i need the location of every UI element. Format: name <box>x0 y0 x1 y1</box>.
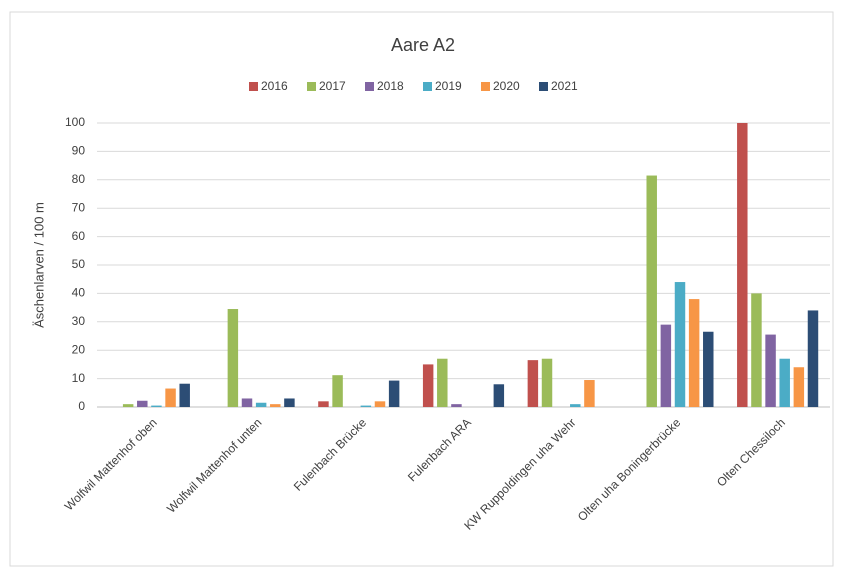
y-tick-label: 70 <box>72 200 86 214</box>
bar <box>751 293 762 407</box>
bar <box>493 384 505 407</box>
legend-label: 2020 <box>493 79 520 93</box>
bar <box>765 334 776 407</box>
bar <box>122 404 134 407</box>
bar <box>793 367 805 407</box>
chart-border <box>9 11 834 567</box>
bar <box>151 405 162 407</box>
legend-swatch <box>365 82 374 91</box>
y-tick-label: 40 <box>72 286 86 300</box>
bar <box>422 364 434 407</box>
bar <box>660 324 672 407</box>
legend-label: 2016 <box>261 79 288 93</box>
bar <box>227 309 239 407</box>
bar <box>388 380 400 407</box>
legend-swatch <box>481 82 490 91</box>
bar <box>318 401 329 407</box>
bar <box>332 375 343 407</box>
bar <box>374 401 386 407</box>
bar <box>737 123 748 407</box>
chart-title: Aare A2 <box>391 35 455 55</box>
legend-swatch <box>249 82 258 91</box>
y-tick-label: 90 <box>72 144 86 158</box>
bar <box>137 400 148 407</box>
y-tick-label: 60 <box>72 229 86 243</box>
legend-swatch <box>423 82 432 91</box>
bar <box>807 310 819 407</box>
y-tick-label: 10 <box>72 371 86 385</box>
bar <box>451 404 462 407</box>
bar <box>541 358 553 407</box>
bar <box>179 383 190 407</box>
bar <box>570 404 581 407</box>
bar <box>165 388 176 407</box>
y-tick-label: 80 <box>72 172 86 186</box>
bar <box>437 358 448 407</box>
bar <box>674 282 686 407</box>
y-tick-label: 20 <box>72 342 86 356</box>
bar <box>270 404 281 407</box>
y-axis-label: Äschenlarven / 100 m <box>31 202 46 328</box>
legend-label: 2019 <box>435 79 462 93</box>
legend-label: 2018 <box>377 79 404 93</box>
bar <box>527 360 539 407</box>
bar <box>688 299 700 407</box>
bar <box>646 175 657 407</box>
y-tick-label: 100 <box>65 115 85 129</box>
y-tick-label: 0 <box>78 399 85 413</box>
bar <box>241 398 253 407</box>
y-tick-label: 30 <box>72 314 86 328</box>
bar <box>703 331 714 407</box>
y-tick-label: 50 <box>72 257 86 271</box>
bar <box>779 358 790 407</box>
bar <box>584 380 595 407</box>
legend-swatch <box>307 82 316 91</box>
legend-label: 2021 <box>551 79 578 93</box>
bar <box>284 398 295 407</box>
legend-label: 2017 <box>319 79 346 93</box>
bar <box>360 405 372 407</box>
bar <box>255 402 267 407</box>
legend-swatch <box>539 82 548 91</box>
